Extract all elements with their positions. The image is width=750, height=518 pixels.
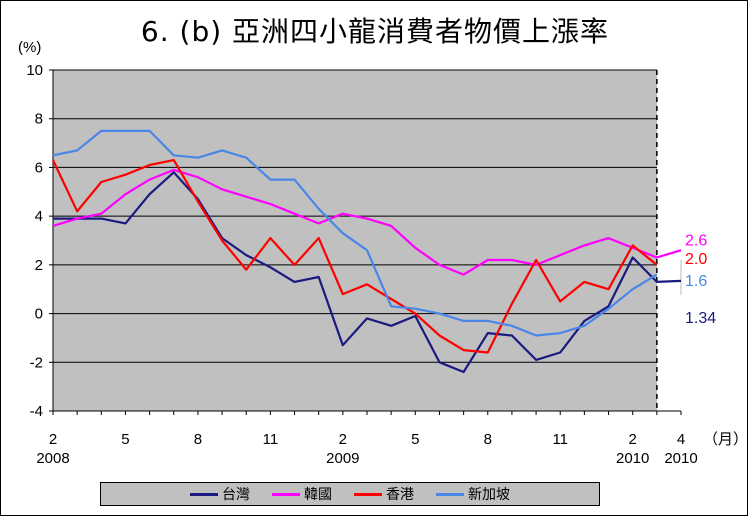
x-tick-label: 2 [629, 431, 637, 448]
x-axis-unit-label: （月） [703, 431, 748, 448]
legend-item: 新加坡 [436, 484, 510, 504]
series-end-label: 1.34 [685, 310, 716, 327]
line-chart: (%) （月） -4 -2 0 2 4 6 8 10 2 2008 5 8 11 2 2009 5 8 11 2 20… [18, 39, 748, 467]
series-end-label: 1.6 [685, 273, 707, 290]
y-tick-label: 2 [35, 257, 43, 274]
x-tick-label: 2 [339, 431, 347, 448]
x-tick-label: 11 [263, 431, 279, 448]
x-year-label: 2008 [36, 450, 69, 467]
x-tick-label: 8 [484, 431, 492, 448]
series-line-2 [52, 168, 682, 276]
y-tick-label: 0 [35, 306, 43, 323]
legend-swatch [272, 492, 300, 496]
legend-swatch [190, 492, 218, 496]
x-tick-label: 2 [49, 431, 57, 448]
legend-item: 韓國 [272, 484, 332, 504]
y-tick-label: 6 [35, 159, 43, 176]
legend-label: 新加坡 [468, 487, 510, 503]
x-year-label: 2009 [326, 450, 359, 467]
y-tick-label: 10 [26, 62, 43, 79]
y-tick-label: 8 [35, 111, 43, 128]
y-tick-label: -2 [30, 354, 43, 371]
x-tick-label: 4 [677, 431, 685, 448]
series-line-3 [52, 159, 658, 354]
series-line-4 [52, 129, 658, 337]
series-end-label: 2.0 [685, 251, 707, 268]
series-end-label: 2.6 [685, 233, 707, 250]
legend-item: 香港 [354, 484, 414, 504]
legend-item: 台灣 [190, 484, 250, 504]
y-tick-label: -4 [30, 403, 43, 420]
x-tick-label: 11 [552, 431, 568, 448]
chart-title: 6. (b) 亞洲四小龍消費者物價上漲率 [140, 15, 610, 48]
x-tick-label: 8 [194, 431, 202, 448]
x-tick-label: 5 [411, 431, 419, 448]
legend-label: 韓國 [304, 487, 332, 503]
legend-swatch [354, 492, 382, 496]
legend: 台灣 韓國 香港 新加坡 [100, 482, 600, 506]
legend-swatch [436, 492, 464, 496]
x-year-label: 2010 [616, 450, 649, 467]
y-axis-unit-label: (%) [18, 39, 41, 56]
y-tick-label: 4 [35, 208, 43, 225]
x-tick-label: 5 [121, 431, 129, 448]
legend-label: 香港 [386, 487, 414, 503]
series-line-1 [53, 171, 682, 374]
legend-label: 台灣 [222, 487, 250, 503]
x-year-label: 2010 [664, 450, 697, 467]
